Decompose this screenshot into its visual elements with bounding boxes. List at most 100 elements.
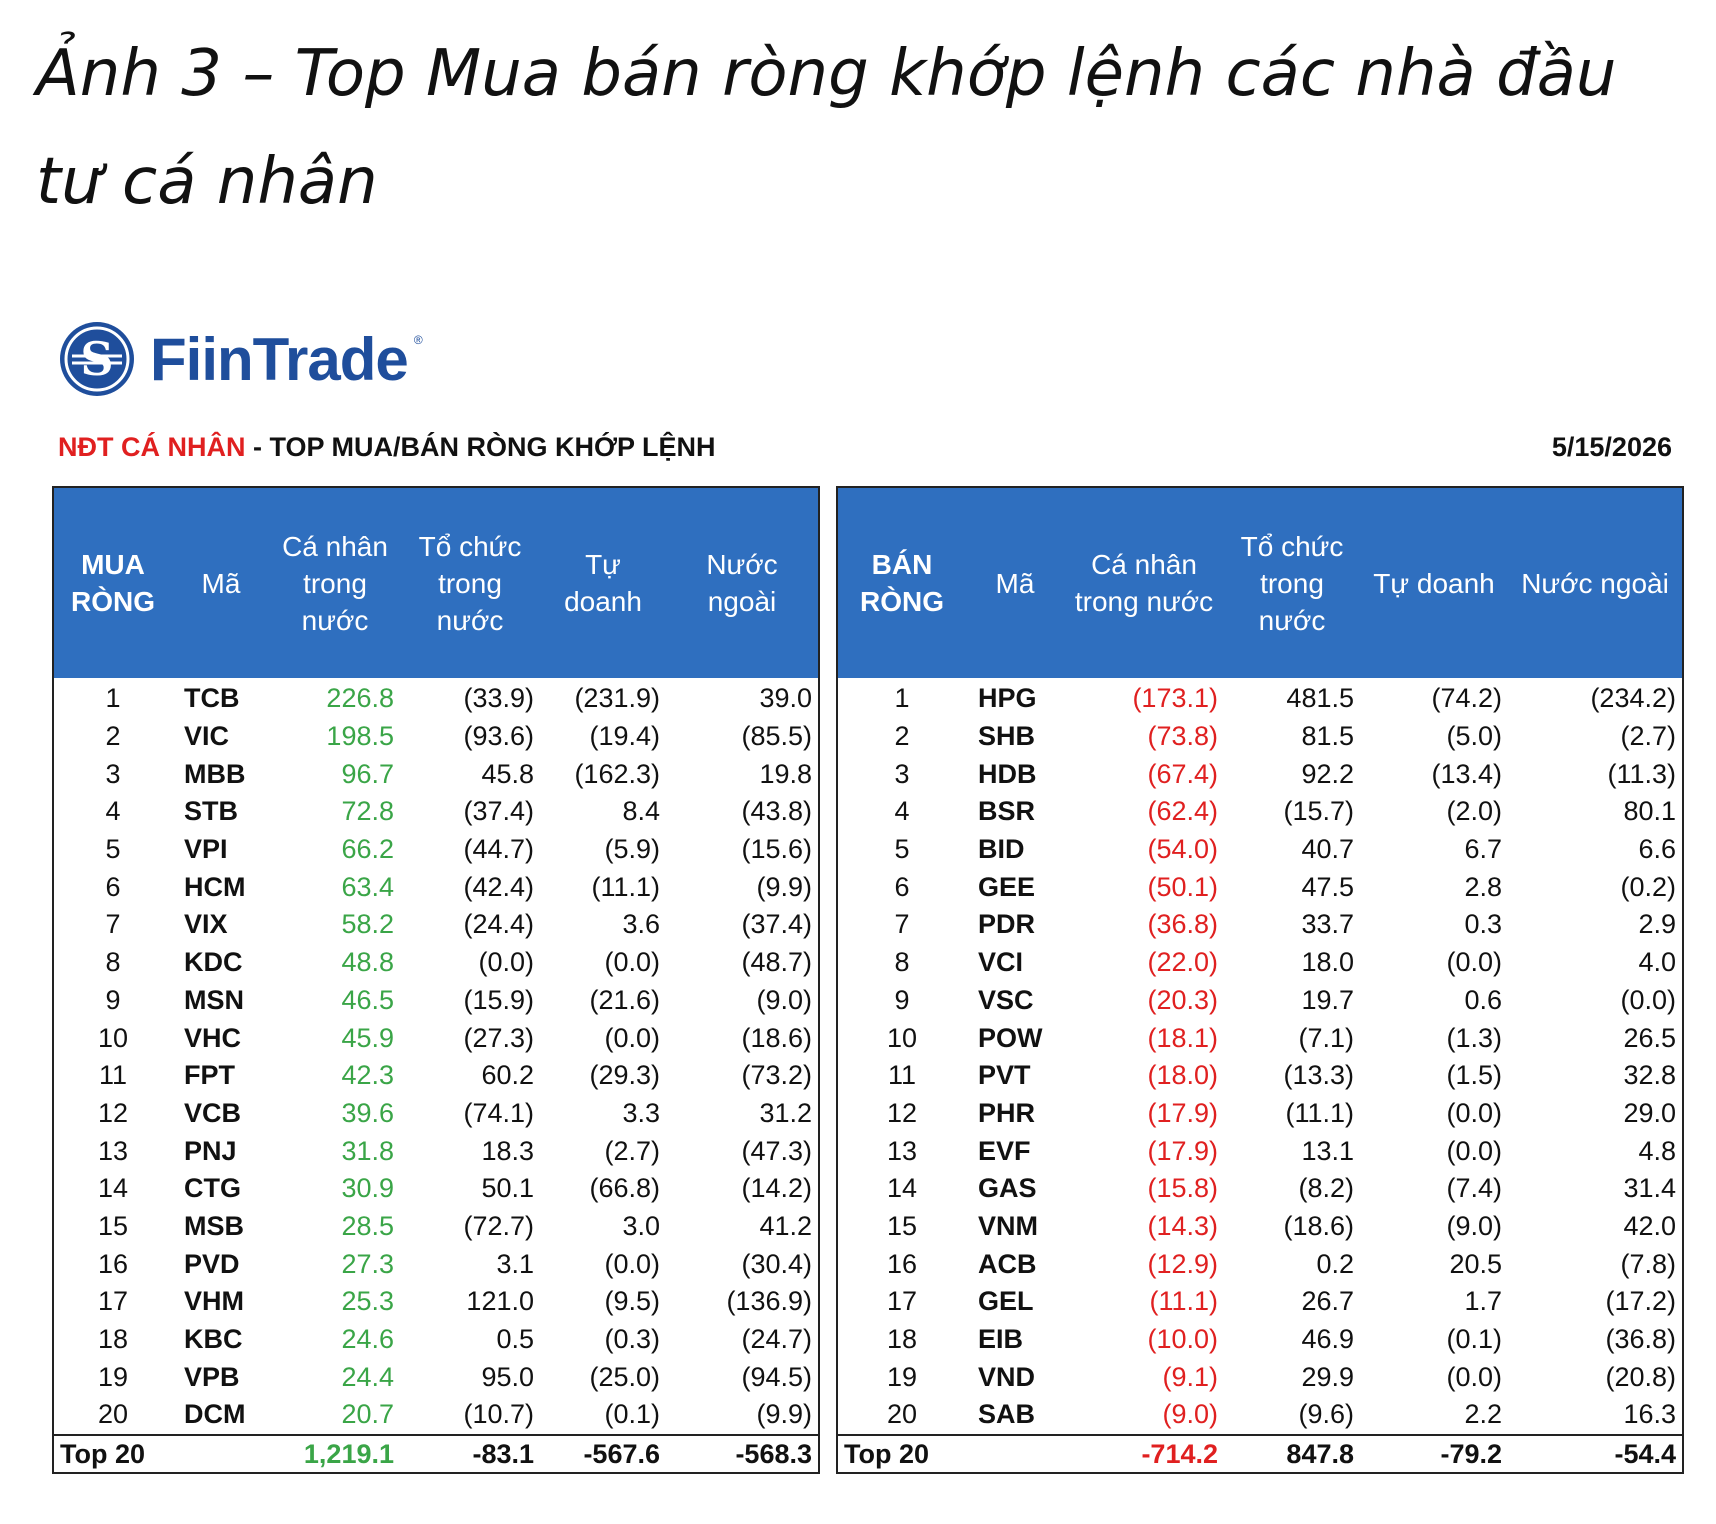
rank-cell: 11 [98,1060,128,1091]
rank-cell: 9 [105,984,121,1015]
institutional-cell: (27.3) [463,1022,534,1053]
foreign-cell: (9.9) [756,1399,812,1430]
table-row: 9 VSC (20.3) 19.7 0.6 (0.0) [838,982,1682,1020]
institutional-cell: (0.0) [478,947,534,978]
proprietary-cell: 2.2 [1464,1399,1502,1430]
foreign-cell: (47.3) [741,1135,812,1166]
foreign-cell: (136.9) [726,1286,812,1317]
institutional-cell: (13.3) [1283,1060,1354,1091]
individual-cell: 28.5 [341,1210,394,1241]
institutional-cell: (7.1) [1298,1022,1354,1053]
institutional-cell: 121.0 [466,1286,534,1317]
foreign-cell: 2.9 [1638,909,1676,940]
proprietary-cell: (0.0) [604,947,660,978]
foreign-cell: (20.8) [1605,1361,1676,1392]
institutional-cell: (44.7) [463,834,534,865]
ticker-cell: CTG [184,1173,241,1204]
individual-cell: 45.9 [341,1022,394,1053]
ticker-cell: VIC [184,721,230,752]
ticker-cell: SHB [978,721,1036,752]
proprietary-cell: 0.3 [1464,909,1502,940]
institutional-cell: (15.7) [1283,796,1354,827]
column-header: Cá nhân trong nước [1064,488,1224,678]
ticker-cell: EVF [978,1135,1031,1166]
proprietary-cell: 3.6 [622,909,660,940]
rank-cell: 8 [894,947,910,978]
table-row: 6 GEE (50.1) 47.5 2.8 (0.2) [838,868,1682,906]
table-row: 11 PVT (18.0) (13.3) (1.5) 32.8 [838,1057,1682,1095]
ticker-cell: MSN [184,984,244,1015]
foreign-cell: (17.2) [1605,1286,1676,1317]
foreign-cell: (85.5) [741,721,812,752]
foreign-cell: (36.8) [1605,1324,1676,1355]
rank-cell: 12 [97,1097,129,1128]
ticker-cell: VIX [184,909,228,940]
proprietary-cell: (0.0) [604,1248,660,1279]
individual-cell: (18.0) [1147,1060,1218,1091]
institutional-cell: 19.7 [1301,984,1354,1015]
ticker-cell: PVT [978,1060,1031,1091]
rank-cell: 20 [886,1399,918,1430]
individual-cell: 48.8 [341,947,394,978]
table-row: 15 VNM (14.3) (18.6) (9.0) 42.0 [838,1208,1682,1246]
proprietary-cell: (5.9) [604,834,660,865]
proprietary-cell: (7.4) [1446,1173,1502,1204]
rank-cell: 10 [886,1022,918,1053]
individual-cell: (18.1) [1147,1022,1218,1053]
institutional-cell: (10.7) [463,1399,534,1430]
table-row: 8 KDC 48.8 (0.0) (0.0) (48.7) [54,944,818,982]
ticker-cell: HPG [978,683,1037,714]
proprietary-cell: (66.8) [589,1173,660,1204]
individual-cell: 24.6 [341,1324,394,1355]
proprietary-cell: 20.5 [1449,1248,1502,1279]
rank-cell: 11 [887,1060,917,1091]
column-header: Tổ chức trong nước [400,488,540,678]
column-header: Cá nhân trong nước [270,488,400,678]
total-foreign: -568.3 [666,1433,818,1472]
proprietary-cell: (1.3) [1446,1022,1502,1053]
total-label: Top 20 [838,1433,1064,1472]
foreign-cell: 6.6 [1638,834,1676,865]
individual-cell: (67.4) [1147,758,1218,789]
table-row: 19 VPB 24.4 95.0 (25.0) (94.5) [54,1358,818,1396]
institutional-cell: (42.4) [463,871,534,902]
rank-cell: 17 [886,1286,918,1317]
rank-cell: 4 [105,796,121,827]
table-row: 5 VPI 66.2 (44.7) (5.9) (15.6) [54,831,818,869]
ticker-cell: STB [184,796,238,827]
rank-cell: 13 [886,1135,918,1166]
individual-cell: 198.5 [326,721,394,752]
institutional-cell: (8.2) [1298,1173,1354,1204]
column-header: Tổ chức trong nước [1224,488,1360,678]
rank-cell: 19 [97,1361,129,1392]
ticker-cell: BSR [978,796,1036,827]
foreign-cell: (24.7) [741,1324,812,1355]
institutional-cell: (72.7) [463,1210,534,1241]
foreign-cell: (30.4) [741,1248,812,1279]
individual-cell: 39.6 [341,1097,394,1128]
proprietary-cell: (0.1) [604,1399,660,1430]
rank-cell: 13 [97,1135,129,1166]
ticker-cell: VND [978,1361,1036,1392]
institutional-cell: 95.0 [481,1361,534,1392]
total-foreign: -54.4 [1508,1433,1682,1472]
ticker-cell: VCI [978,947,1024,978]
individual-cell: 96.7 [341,758,394,789]
institutional-cell: 81.5 [1301,721,1354,752]
table-row: 13 EVF (17.9) 13.1 (0.0) 4.8 [838,1132,1682,1170]
rank-cell: 5 [105,834,121,865]
table-row: 3 HDB (67.4) 92.2 (13.4) (11.3) [838,755,1682,793]
total-proprietary: -79.2 [1360,1433,1508,1472]
caption: Ảnh 3 – Top Mua bán ròng khớp lệnh các n… [36,37,1617,219]
table-row: 12 PHR (17.9) (11.1) (0.0) 29.0 [838,1095,1682,1133]
table-row: 4 BSR (62.4) (15.7) (2.0) 80.1 [838,793,1682,831]
proprietary-cell: 6.7 [1464,834,1502,865]
individual-cell: (173.1) [1132,683,1218,714]
total-label: Top 20 [54,1433,270,1472]
individual-cell: 31.8 [341,1135,394,1166]
rank-cell: 3 [894,758,910,789]
proprietary-cell: 3.3 [622,1097,660,1128]
ticker-cell: GEL [978,1286,1034,1317]
individual-cell: (50.1) [1147,871,1218,902]
table-row: 14 CTG 30.9 50.1 (66.8) (14.2) [54,1170,818,1208]
